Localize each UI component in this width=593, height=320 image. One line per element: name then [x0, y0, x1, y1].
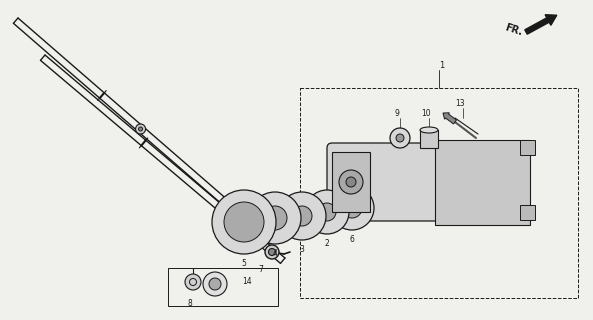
Circle shape [265, 245, 279, 259]
Text: 1: 1 [439, 61, 445, 70]
Circle shape [269, 249, 276, 255]
Circle shape [263, 206, 287, 230]
Circle shape [209, 278, 221, 290]
Text: 13: 13 [455, 100, 465, 108]
Circle shape [339, 170, 363, 194]
Text: 2: 2 [324, 239, 329, 249]
Circle shape [224, 202, 264, 242]
Text: 8: 8 [187, 299, 192, 308]
FancyBboxPatch shape [327, 143, 442, 221]
Text: 11: 11 [270, 231, 279, 241]
Circle shape [396, 134, 404, 142]
Circle shape [203, 272, 227, 296]
Text: 3: 3 [299, 245, 304, 254]
Text: 4: 4 [273, 250, 278, 259]
Text: 12: 12 [262, 223, 272, 233]
Circle shape [139, 127, 142, 131]
Bar [300, 88, 578, 298]
Bar [420, 130, 438, 148]
Text: 9: 9 [394, 109, 400, 118]
Text: 10: 10 [421, 109, 431, 118]
Bar [520, 140, 535, 155]
FancyArrow shape [443, 113, 457, 124]
Circle shape [305, 190, 349, 234]
Circle shape [249, 192, 301, 244]
FancyArrow shape [525, 15, 557, 34]
Circle shape [346, 177, 356, 187]
Text: 5: 5 [241, 260, 247, 268]
Circle shape [342, 198, 362, 218]
Circle shape [136, 124, 145, 134]
Circle shape [318, 203, 336, 221]
Bar [332, 152, 370, 212]
Circle shape [185, 274, 201, 290]
Text: 14: 14 [242, 277, 251, 286]
Text: 6: 6 [349, 236, 355, 244]
Bar [435, 140, 530, 225]
Bar [520, 205, 535, 220]
Text: FR.: FR. [504, 22, 524, 37]
Circle shape [212, 190, 276, 254]
Circle shape [278, 192, 326, 240]
Ellipse shape [420, 127, 438, 133]
Circle shape [390, 128, 410, 148]
Circle shape [292, 206, 312, 226]
Bar [168, 268, 278, 306]
Circle shape [330, 186, 374, 230]
Text: 7: 7 [258, 266, 263, 275]
